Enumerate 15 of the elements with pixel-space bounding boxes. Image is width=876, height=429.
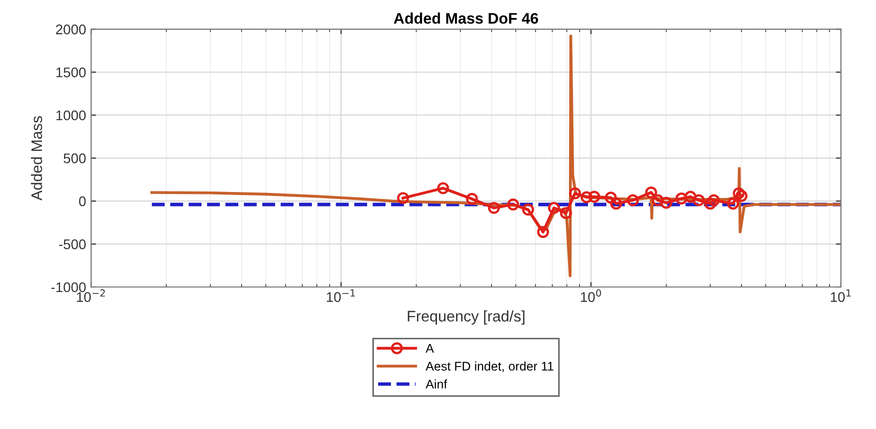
y-tick-label: -500	[59, 239, 86, 250]
y-tick-label: 500	[64, 153, 86, 164]
x-tick-label: 10$^{1}$	[830, 289, 851, 302]
y-tick-label: 1500	[56, 67, 86, 78]
y-tick-label: 0	[79, 196, 86, 206]
x-tick-label: 10$^{−1}$	[326, 289, 355, 302]
y-tick-label: 2000	[56, 24, 86, 34]
y-axis-title: Added Mass	[30, 116, 42, 201]
chart-title: Added Mass DoF 46	[394, 12, 538, 24]
legend-label: Ainf	[426, 379, 448, 388]
x-axis-title: Frequency [rad/s]	[408, 310, 524, 325]
y-tick-label: 1000	[56, 110, 86, 120]
legend-label: A	[426, 344, 434, 353]
legend-label: Aest FD indet, order 11	[426, 361, 554, 372]
x-tick-label: 10$^{0}$	[580, 289, 602, 302]
